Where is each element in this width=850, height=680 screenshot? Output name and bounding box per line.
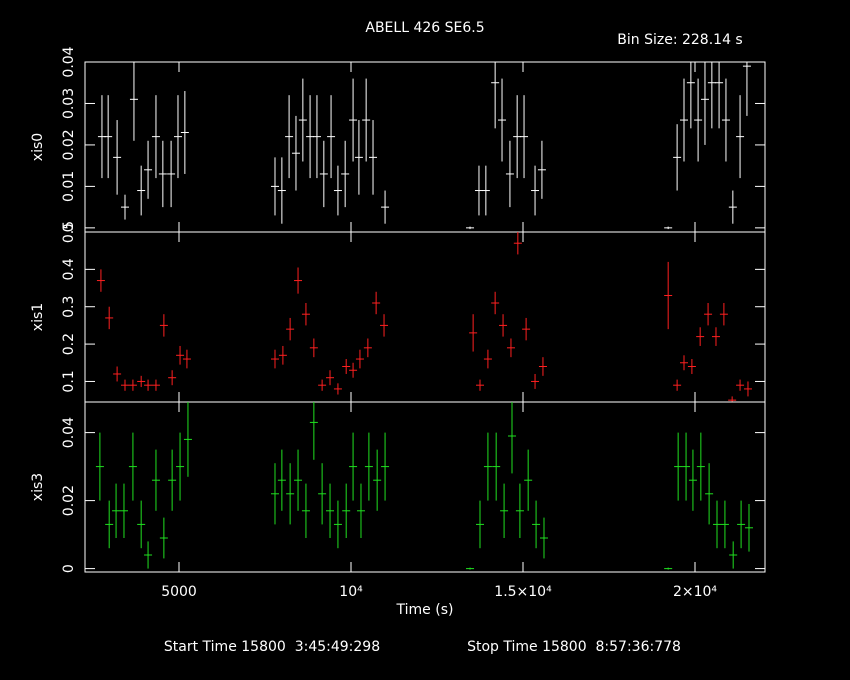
- y-tick-label: 0.01: [61, 171, 77, 202]
- y-axis-label: xis3: [30, 473, 46, 501]
- x-tick-label: 5000: [161, 584, 197, 600]
- y-tick-label: 0.03: [61, 88, 77, 119]
- data-layer: [97, 62, 751, 230]
- y-tick-label: 0.2: [61, 333, 77, 355]
- y-tick-label: 0.04: [61, 417, 77, 448]
- y-tick-label: 0.02: [61, 129, 77, 160]
- x-tick-label: 2×10⁴: [673, 584, 717, 600]
- y-tick-label: 0.02: [61, 485, 77, 516]
- panel-frame: [84, 401, 766, 573]
- panel-frame: [84, 61, 766, 233]
- y-tick-label: 0.04: [61, 46, 77, 77]
- stop-time: Stop Time 15800 8:57:36:778: [467, 639, 681, 655]
- y-tick-label: 0.1: [61, 370, 77, 392]
- x-axis-label: Time (s): [396, 602, 454, 618]
- y-axis-label: xis0: [30, 133, 46, 161]
- bin-size: Bin Size: 228.14 s: [617, 32, 742, 48]
- panel-frame: [84, 231, 766, 403]
- data-layer: [95, 402, 754, 570]
- x-tick-label: 1.5×10⁴: [494, 584, 552, 600]
- x-tick-label: 10⁴: [339, 584, 363, 600]
- y-tick-label: 0.5: [61, 221, 77, 243]
- y-tick-label: 0.3: [61, 296, 77, 318]
- y-tick-label: 0: [61, 564, 77, 573]
- y-axis-label: xis1: [30, 303, 46, 331]
- y-tick-label: 0.4: [61, 258, 77, 280]
- chart-title: ABELL 426 SE6.5: [365, 20, 484, 36]
- start-time: Start Time 15800 3:45:49:298: [164, 639, 380, 655]
- y-tick-label: 0: [61, 223, 77, 232]
- data-layer: [96, 232, 752, 402]
